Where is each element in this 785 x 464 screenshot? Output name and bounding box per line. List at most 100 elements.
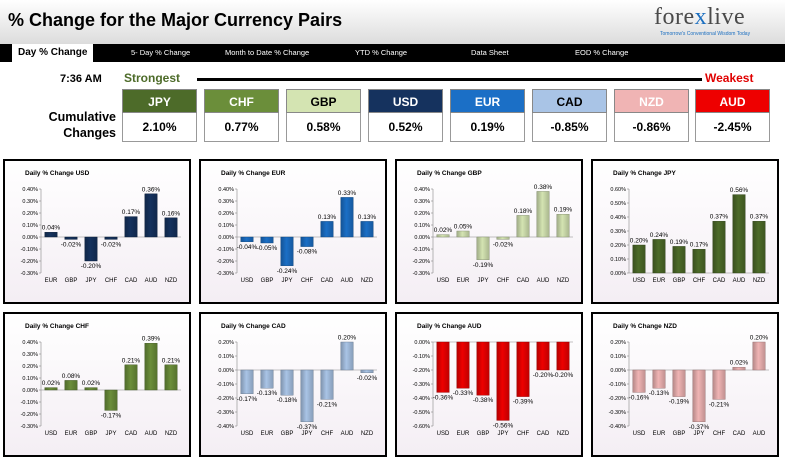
x-category-label: JPY [85,278,96,284]
data-label: 0.18% [514,208,533,215]
x-category-label: GBP [281,431,294,437]
y-tick-label: -0.20% [21,259,39,265]
x-category-label: USD [437,278,450,284]
data-label: -0.56% [493,422,514,429]
x-category-label: AUD [145,431,158,437]
x-category-label: NZD [753,278,766,284]
data-label: 0.36% [142,186,161,193]
data-label: 0.16% [162,210,181,217]
y-tick-label: 0.10% [610,354,626,360]
y-tick-label: 0.00% [610,271,626,277]
data-label: 0.33% [338,190,357,197]
data-label: -0.37% [297,424,318,431]
y-tick-label: 0.30% [22,352,38,358]
bar-cad [516,215,530,238]
chart-title: Daily % Change GBP [417,170,482,177]
bar-gbp [672,246,686,274]
data-label: 0.38% [534,184,553,191]
x-category-label: USD [633,278,646,284]
currency-value: 0.52% [368,113,443,142]
x-category-label: NZD [165,431,178,437]
y-tick-label: -0.50% [413,410,431,416]
data-label: -0.02% [101,241,122,248]
chart-title: Daily % Change USD [25,170,90,177]
x-category-label: EUR [457,278,470,284]
bar-cad [320,221,334,238]
bar-gbp [280,369,294,396]
data-label: 0.04% [42,225,61,232]
bar-chf [496,236,510,240]
bar-aud [536,191,550,238]
bar-eur [456,341,470,389]
x-category-label: EUR [457,431,470,437]
bar-chf [692,248,706,274]
data-label: -0.16% [629,394,650,401]
bar-nzd [556,214,570,238]
data-label: 0.20% [630,238,649,245]
bar-gbp [672,369,686,397]
x-category-label: USD [633,431,646,437]
data-label: -0.20% [533,372,554,379]
bar-cad [124,216,138,238]
bar-gbp [64,236,78,240]
y-tick-label: -0.20% [413,368,431,374]
bar-jpy [280,236,294,266]
tab-data-sheet[interactable]: Data Sheet [471,48,509,57]
y-tick-label: -0.20% [21,412,39,418]
forexlive-logo[interactable]: forexlive Tomorrow's Conventional Wisdom… [654,4,751,37]
data-label: -0.17% [237,396,258,403]
y-tick-label: 0.30% [22,199,38,205]
bar-eur [44,231,58,238]
data-label: 0.20% [750,335,769,342]
bar-cad [712,221,726,274]
x-category-label: AUD [145,278,158,284]
tab-eod-change[interactable]: EOD % Change [575,48,629,57]
bar-aud [144,193,158,238]
bar-nzd [164,217,178,238]
data-label: 0.19% [554,207,573,214]
bar-aud [340,197,354,238]
x-category-label: JPY [693,431,704,437]
x-category-label: EUR [45,278,58,284]
tab-month-to-date-change[interactable]: Month to Date % Change [225,48,310,57]
x-category-label: CHF [497,278,510,284]
bar-usd [44,387,58,391]
x-category-label: GBP [65,278,78,284]
data-label: -0.02% [61,241,82,248]
strongest-label: Strongest [124,71,181,85]
data-label: 0.39% [142,336,161,343]
bar-cad [732,367,746,371]
tab-day-change[interactable]: Day % Change [12,44,94,62]
y-tick-label: 0.40% [22,340,38,346]
data-label: 0.17% [690,242,709,249]
y-tick-label: 0.20% [610,243,626,249]
y-tick-label: -0.30% [21,424,39,430]
data-label: 0.08% [62,373,81,380]
y-tick-label: -0.30% [413,382,431,388]
bar-aud [144,343,158,391]
x-category-label: CHF [517,431,530,437]
y-tick-label: 0.20% [414,211,430,217]
bar-nzd [360,369,374,373]
currency-box-cad: CAD -0.85% [532,89,607,142]
x-category-label: USD [437,431,450,437]
bar-usd [632,244,646,274]
data-label: 0.24% [650,232,669,239]
data-label: -0.37% [689,424,710,431]
x-category-label: CAD [321,278,334,284]
data-label: -0.19% [669,399,690,406]
data-label: 0.19% [670,239,689,246]
data-label: -0.02% [357,375,378,382]
x-category-label: CHF [693,278,706,284]
y-tick-label: -0.60% [413,424,431,430]
bar-aud [340,341,354,371]
chart-title: Daily % Change JPY [613,170,677,177]
header-bar: % Change for the Major Currency Pairs fo… [0,0,785,44]
y-tick-label: -0.40% [609,424,627,430]
data-label: 0.37% [750,214,769,221]
data-label: 0.02% [82,380,101,387]
tab-ytd-change[interactable]: YTD % Change [355,48,408,57]
tab-5-day-change[interactable]: 5- Day % Change [131,48,191,57]
data-label: -0.19% [473,262,494,269]
x-category-label: CHF [105,278,118,284]
